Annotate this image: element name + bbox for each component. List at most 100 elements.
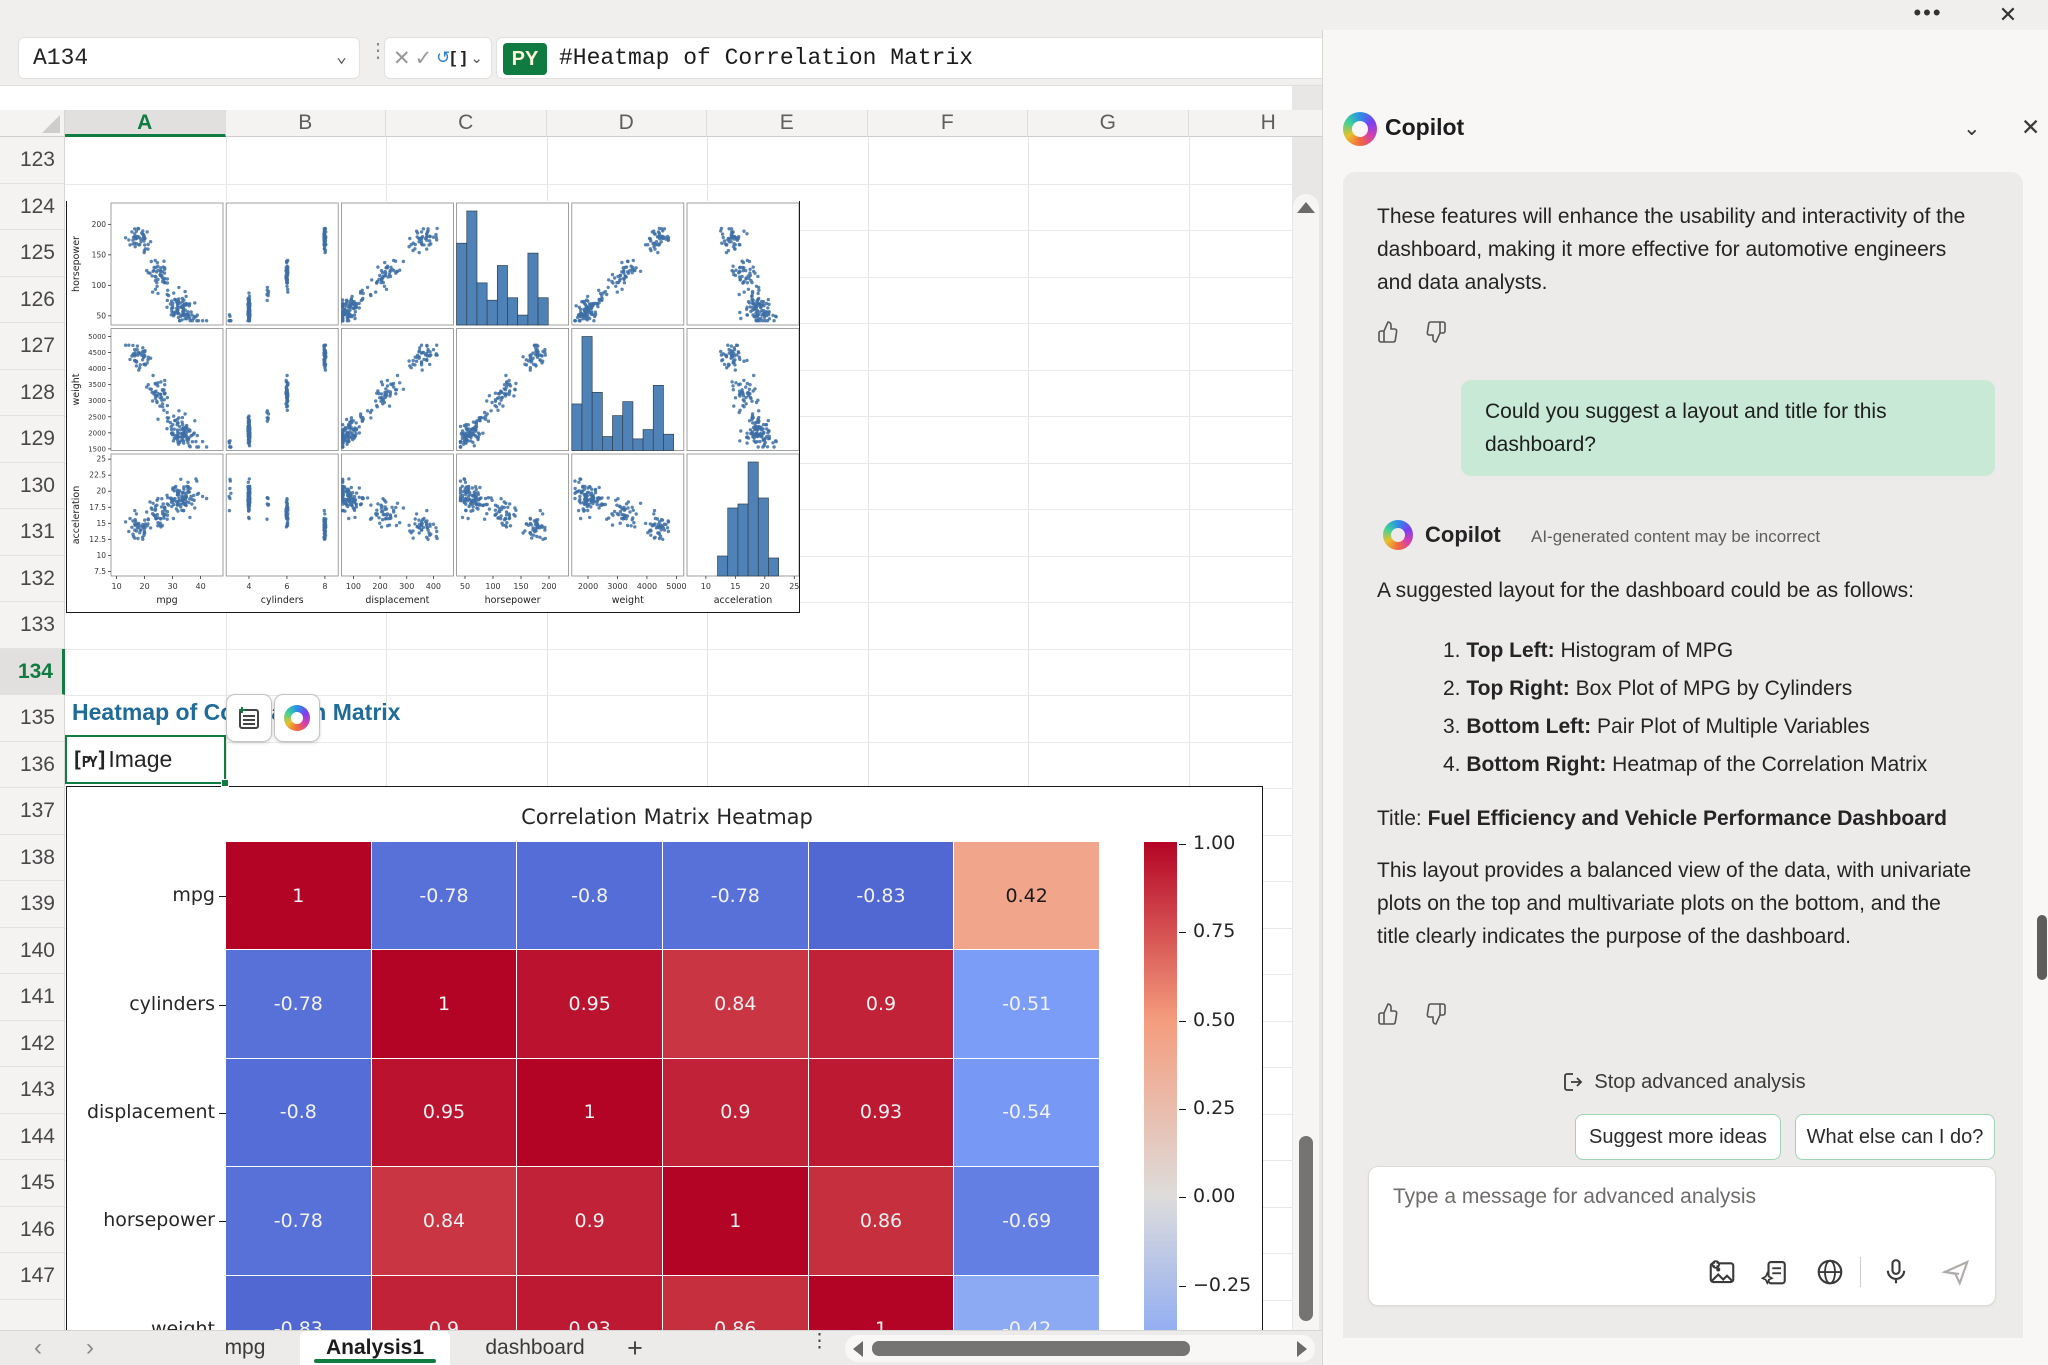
sheet-tab-mpg[interactable]: mpg bbox=[224, 1336, 266, 1359]
chat-input[interactable] bbox=[1393, 1185, 1953, 1235]
column-header-G[interactable]: G bbox=[1028, 110, 1189, 137]
heatmap-cell-horsepower-weight: 0.86 bbox=[808, 1167, 954, 1275]
heatmap-cell-horsepower-cylinders: 0.84 bbox=[371, 1167, 517, 1275]
add-sheet-button[interactable]: + bbox=[627, 1333, 643, 1363]
row-header-129[interactable]: 129 bbox=[0, 416, 65, 463]
row-header-132[interactable]: 132 bbox=[0, 555, 65, 602]
enter-icon[interactable]: ✓ bbox=[414, 46, 433, 70]
row-header-146[interactable]: 146 bbox=[0, 1206, 65, 1253]
formula-actions: ✕ ✓ ↺[ ] ⌄ bbox=[384, 37, 492, 79]
collapse-panel-icon[interactable]: ⌄ bbox=[1963, 117, 1981, 140]
suggestion-chip[interactable]: What else can I do? bbox=[1795, 1114, 1995, 1160]
heatmap-cell-cylinders-cylinders: 1 bbox=[371, 950, 517, 1058]
row-header-123[interactable]: 123 bbox=[0, 137, 65, 184]
send-icon[interactable] bbox=[1941, 1257, 1971, 1287]
prev-sheet-icon[interactable]: ‹ bbox=[34, 1334, 42, 1361]
row-header-137[interactable]: 137 bbox=[0, 788, 65, 835]
active-tab-underline bbox=[314, 1359, 436, 1363]
column-header-C[interactable]: C bbox=[386, 110, 547, 137]
sheet-tab-Analysis1[interactable]: Analysis1 bbox=[300, 1331, 450, 1365]
layout-list-item: 1. Top Left: Histogram of MPG bbox=[1443, 639, 1734, 662]
row-header-139[interactable]: 139 bbox=[0, 881, 65, 928]
select-all-corner[interactable] bbox=[0, 110, 65, 137]
prompt-ideas-icon[interactable] bbox=[1761, 1257, 1791, 1287]
fill-handle[interactable] bbox=[221, 779, 229, 787]
row-header-134[interactable]: 134 bbox=[0, 648, 65, 695]
window-more-icon[interactable]: ••• bbox=[1913, 0, 1943, 25]
close-panel-icon[interactable]: ✕ bbox=[2021, 114, 2041, 140]
column-header-A[interactable]: A bbox=[65, 110, 226, 137]
suggestion-chip[interactable]: Suggest more ideas bbox=[1575, 1114, 1781, 1160]
row-header-143[interactable]: 143 bbox=[0, 1067, 65, 1114]
row-header-127[interactable]: 127 bbox=[0, 323, 65, 370]
pair-plot-image[interactable]: 50 100 150 200 horsepower 1500 2000 2500 3000 350… bbox=[66, 201, 800, 613]
column-header-E[interactable]: E bbox=[707, 110, 868, 137]
row-header-133[interactable]: 133 bbox=[0, 602, 65, 649]
tick-mark bbox=[1179, 844, 1186, 845]
window-close-icon[interactable]: ✕ bbox=[1998, 2, 2018, 27]
scroll-left-icon[interactable] bbox=[853, 1341, 863, 1357]
layout-list-item: 2. Top Right: Box Plot of MPG by Cylinde… bbox=[1443, 677, 1853, 700]
svg-text:8: 8 bbox=[322, 582, 327, 591]
row-header-131[interactable]: 131 bbox=[0, 509, 65, 556]
svg-text:4000: 4000 bbox=[88, 365, 106, 373]
svg-text:3000: 3000 bbox=[88, 397, 106, 405]
row-header-141[interactable]: 141 bbox=[0, 974, 65, 1021]
sheet-tab-dashboard[interactable]: dashboard bbox=[485, 1336, 585, 1359]
chat-input-box[interactable] bbox=[1368, 1166, 1996, 1306]
row-header-144[interactable]: 144 bbox=[0, 1113, 65, 1160]
thumbs-up-icon[interactable] bbox=[1377, 320, 1401, 344]
row-header-142[interactable]: 142 bbox=[0, 1020, 65, 1067]
copilot-cell-button[interactable] bbox=[274, 694, 320, 742]
add-image-icon[interactable] bbox=[1707, 1257, 1737, 1287]
svg-text:10: 10 bbox=[112, 582, 122, 591]
selected-cell-A134[interactable]: [PY] Image bbox=[65, 735, 229, 787]
svg-text:12.5: 12.5 bbox=[89, 535, 106, 544]
row-header-124[interactable]: 124 bbox=[0, 183, 65, 230]
column-header-B[interactable]: B bbox=[225, 110, 386, 137]
chevron-down-icon[interactable]: ⌄ bbox=[470, 50, 483, 67]
chat-scrollbar-thumb[interactable] bbox=[2037, 915, 2047, 980]
svg-text:6: 6 bbox=[284, 582, 289, 591]
globe-icon[interactable] bbox=[1815, 1257, 1845, 1287]
svg-text:5000: 5000 bbox=[88, 333, 106, 341]
colorbar-tick-label: −0.25 bbox=[1193, 1273, 1252, 1296]
thumbs-down-icon[interactable] bbox=[1423, 320, 1447, 344]
horizontal-scrollbar-thumb[interactable] bbox=[872, 1341, 1190, 1356]
microphone-icon[interactable] bbox=[1881, 1257, 1911, 1287]
formula-text[interactable]: #Heatmap of Correlation Matrix bbox=[559, 45, 974, 71]
row-header-130[interactable]: 130 bbox=[0, 462, 65, 509]
copilot-logo-icon bbox=[1343, 112, 1377, 146]
column-header-D[interactable]: D bbox=[546, 110, 707, 137]
vertical-scrollbar-thumb[interactable] bbox=[1299, 1136, 1313, 1321]
cancel-icon[interactable]: ✕ bbox=[392, 46, 411, 70]
row-header-138[interactable]: 138 bbox=[0, 834, 65, 881]
gridline bbox=[867, 137, 869, 1330]
column-header-F[interactable]: F bbox=[867, 110, 1028, 137]
row-header-125[interactable]: 125 bbox=[0, 230, 65, 277]
next-sheet-icon[interactable]: › bbox=[86, 1334, 94, 1361]
thumbs-down-icon[interactable] bbox=[1423, 1002, 1447, 1026]
sheet-options-icon[interactable]: ⋮ bbox=[810, 1331, 829, 1352]
row-header-145[interactable]: 145 bbox=[0, 1160, 65, 1207]
vertical-scrollbar[interactable] bbox=[1293, 194, 1319, 1365]
stop-advanced-analysis-button[interactable]: Stop advanced analysis bbox=[1343, 1070, 2023, 1094]
scroll-up-icon[interactable] bbox=[1297, 202, 1315, 213]
row-header-128[interactable]: 128 bbox=[0, 369, 65, 416]
name-box[interactable]: A134 ⌄ bbox=[18, 37, 360, 79]
row-header-147[interactable]: 147 bbox=[0, 1253, 65, 1300]
chevron-down-icon[interactable]: ⌄ bbox=[336, 48, 347, 68]
thumbs-up-icon[interactable] bbox=[1377, 1002, 1401, 1026]
heatmap-chart[interactable]: Correlation Matrix Heatmap 1 -0.78 -0.8 -0.… bbox=[66, 786, 1263, 1365]
scroll-right-icon[interactable] bbox=[1297, 1341, 1307, 1357]
row-header-135[interactable]: 135 bbox=[0, 695, 65, 742]
svg-text:7.5: 7.5 bbox=[94, 567, 106, 576]
horizontal-scrollbar[interactable] bbox=[845, 1335, 1315, 1362]
insert-data-button[interactable] bbox=[226, 694, 272, 742]
row-header-126[interactable]: 126 bbox=[0, 276, 65, 323]
python-object-icon[interactable]: ↺[ ] bbox=[436, 48, 467, 67]
row-header-136[interactable]: 136 bbox=[0, 741, 65, 788]
row-header-140[interactable]: 140 bbox=[0, 927, 65, 974]
svg-text:200: 200 bbox=[92, 220, 107, 229]
